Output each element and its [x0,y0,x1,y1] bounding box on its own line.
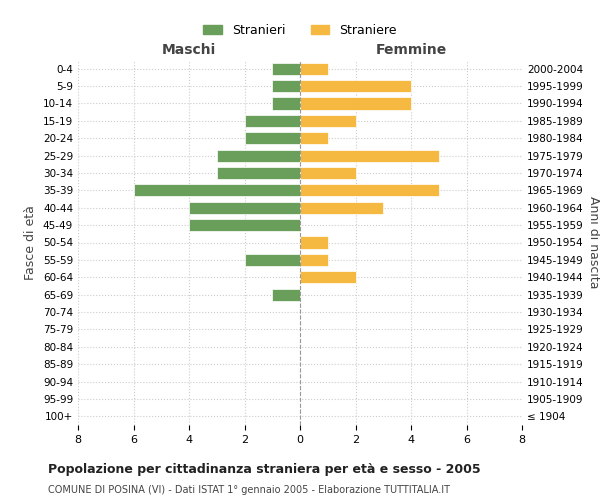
Text: Femmine: Femmine [376,42,446,56]
Bar [217,167,300,179]
Bar [245,254,300,266]
Bar [133,184,300,196]
Legend: Stranieri, Straniere: Stranieri, Straniere [198,19,402,42]
Bar [300,115,355,127]
Bar [272,288,300,300]
Bar [189,202,300,214]
Y-axis label: Anni di nascita: Anni di nascita [587,196,600,289]
Bar [300,98,411,110]
Bar [300,80,411,92]
Bar [300,184,439,196]
Text: COMUNE DI POSINA (VI) - Dati ISTAT 1° gennaio 2005 - Elaborazione TUTTITALIA.IT: COMUNE DI POSINA (VI) - Dati ISTAT 1° ge… [48,485,450,495]
Bar [300,62,328,75]
Bar [300,271,355,283]
Bar [217,150,300,162]
Bar [300,150,439,162]
Text: Maschi: Maschi [162,42,216,56]
Bar [300,254,328,266]
Bar [245,132,300,144]
Bar [300,167,355,179]
Bar [272,62,300,75]
Bar [300,236,328,248]
Bar [300,202,383,214]
Bar [245,115,300,127]
Text: Popolazione per cittadinanza straniera per età e sesso - 2005: Popolazione per cittadinanza straniera p… [48,462,481,475]
Y-axis label: Fasce di età: Fasce di età [25,205,37,280]
Bar [272,80,300,92]
Bar [189,219,300,231]
Bar [300,132,328,144]
Bar [272,98,300,110]
